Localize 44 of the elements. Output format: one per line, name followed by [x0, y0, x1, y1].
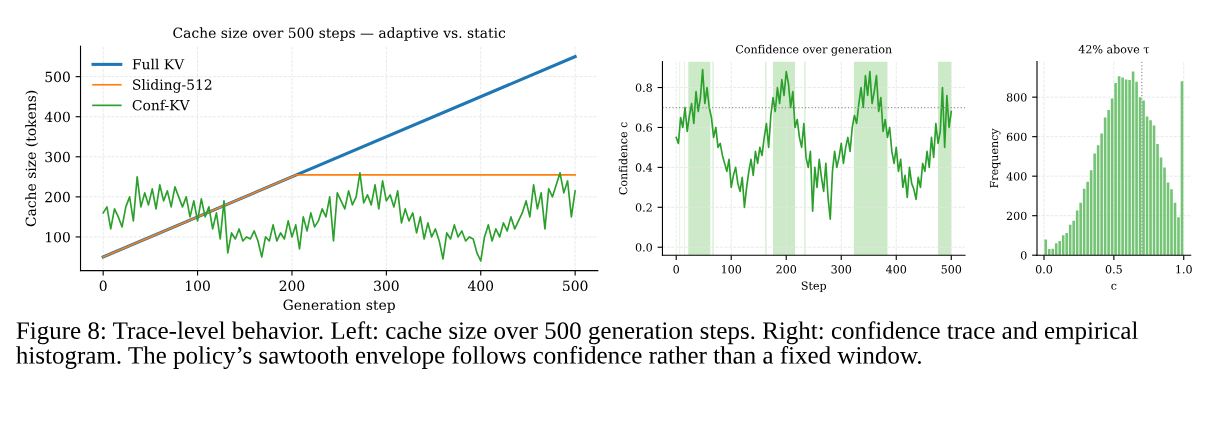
legend-label: Full KV	[132, 58, 185, 70]
y-tick-label: 0	[1020, 251, 1027, 260]
line-series	[675, 68, 953, 221]
x-tick-label: 200	[776, 265, 797, 274]
y-tick-label: 400	[1006, 172, 1027, 181]
x-axis-title: Generation step	[283, 299, 395, 313]
y-tick-label: 0.6	[635, 123, 653, 132]
caption: Figure 8: Trace-level behavior. Left: cache size over 500 generation steps. Right: confidence trace and empirical histogram. The policy’s sawtooth envelope follows confidence rather than a fixed window.	[16, 321, 1138, 369]
y-tick-label: 100	[45, 231, 70, 243]
y-tick-label: 500	[45, 71, 70, 83]
y-tick-label: 800	[1006, 93, 1027, 102]
y-axis-title: Confidence c	[618, 122, 628, 195]
chart-title: 42% above τ	[1078, 44, 1150, 54]
x-tick-label: 400	[467, 280, 494, 292]
x-axis-title: c	[1111, 283, 1117, 290]
y-axis-title: Frequency	[989, 128, 1001, 188]
x-tick-label: 400	[885, 265, 907, 274]
legend-label: Sliding-512	[133, 79, 212, 93]
x-tick-label: 0	[673, 265, 680, 274]
x-tick-label: 100	[186, 280, 210, 292]
y-tick-label: 300	[45, 151, 70, 163]
x-tick-label: 0.0	[1035, 265, 1053, 274]
y-tick-label: 200	[1006, 211, 1027, 221]
y-tick-label: 200	[45, 191, 70, 203]
chart-title: Confidence over generation	[735, 44, 892, 56]
x-tick-label: 300	[374, 280, 399, 292]
x-tick-label: 1.0	[1176, 265, 1192, 274]
x-tick-label: 200	[279, 280, 305, 292]
x-tick-label: 500	[563, 280, 588, 292]
x-tick-label: 500	[941, 265, 962, 274]
y-tick-label: 0.4	[635, 163, 653, 172]
y-axis-title: Cache size (tokens)	[25, 90, 39, 227]
legend-label: Conf-KV	[132, 99, 190, 111]
x-tick-label: 100	[721, 265, 742, 274]
y-tick-label: 0.8	[635, 83, 652, 92]
y-tick-label: 400	[44, 111, 70, 123]
x-tick-label: 0.5	[1105, 265, 1122, 274]
x-axis-title: Step	[801, 281, 827, 292]
x-tick-label: 300	[831, 265, 852, 274]
y-tick-label: 0.2	[635, 203, 652, 212]
chart-title: Cache size over 500 steps — adaptive vs. static	[173, 27, 506, 41]
y-tick-label: 600	[1006, 132, 1027, 142]
x-tick-label: 0	[99, 280, 107, 292]
y-tick-label: 0.0	[635, 243, 652, 252]
